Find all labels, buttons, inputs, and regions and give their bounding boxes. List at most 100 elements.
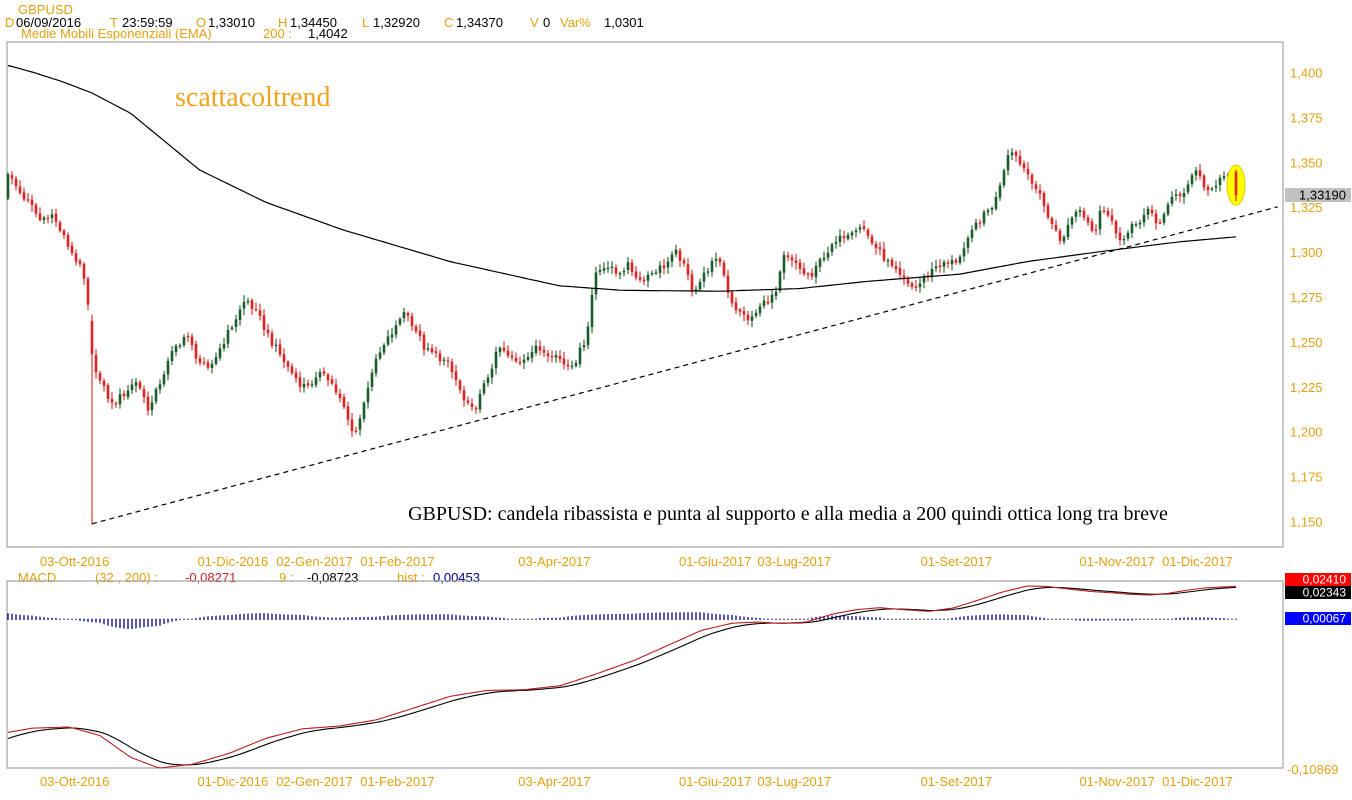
macd-histogram-bar: [1195, 617, 1197, 620]
candle: [1214, 185, 1218, 188]
candle: [970, 229, 974, 239]
candle: [66, 234, 70, 247]
candle: [742, 311, 746, 315]
macd-histogram-bar: [99, 619, 101, 623]
candle: [94, 354, 98, 373]
candle: [266, 329, 270, 334]
macd-zero-dot: [75, 618, 77, 620]
macd-histogram-bar: [539, 617, 541, 620]
candle: [218, 348, 222, 358]
macd-histogram-bar: [1099, 619, 1101, 621]
candle-wick: [1103, 206, 1105, 214]
candle: [594, 272, 598, 295]
candle: [386, 336, 390, 345]
candle: [482, 383, 486, 394]
main-chart-panel[interactable]: [6, 41, 1284, 548]
candle: [6, 174, 10, 199]
macd-histogram-bar: [659, 612, 661, 620]
macd-histogram-bar: [1215, 617, 1217, 620]
candle: [898, 268, 902, 275]
macd-histogram-bar: [471, 615, 473, 620]
macd-histogram-bar: [11, 613, 13, 620]
candle: [846, 234, 850, 240]
candle: [338, 393, 342, 399]
macd-histogram-bar: [647, 612, 649, 620]
macd-histogram-bar: [951, 617, 953, 620]
macd-histogram-bar: [267, 613, 269, 620]
macd-tag-black-bg: [1285, 586, 1351, 599]
macd-histogram-bar: [407, 614, 409, 620]
macd-histogram-bar: [87, 619, 89, 622]
candle: [674, 249, 678, 255]
candle: [854, 230, 858, 233]
candle: [570, 365, 574, 368]
macd-zero-dot: [171, 618, 173, 620]
macd-zero-dot: [111, 618, 113, 620]
macd-histogram-bar: [1019, 615, 1021, 620]
macd-histogram-bar: [203, 616, 205, 620]
candle: [894, 266, 898, 270]
macd-zero-dot: [95, 618, 97, 620]
candle: [442, 359, 446, 361]
macd-zero-dot: [147, 618, 149, 620]
candle: [658, 265, 662, 274]
candle-wick: [863, 220, 865, 232]
macd-zero-dot: [1163, 618, 1165, 620]
macd-histogram-bar: [723, 614, 725, 620]
macd-histogram-bar: [143, 619, 145, 628]
candle: [14, 178, 18, 187]
macd-histogram-bar: [731, 614, 733, 620]
macd-zero-dot: [83, 618, 85, 620]
price-axis-label: 1,175: [1290, 470, 1323, 485]
macd-tag-red: 0,02410: [1303, 573, 1347, 587]
time-axis-label: 01-Dic-2017: [1162, 554, 1233, 569]
macd-histogram-bar: [1123, 619, 1125, 621]
macd-histogram-bar: [1187, 617, 1189, 620]
macd-histogram-bar: [319, 616, 321, 620]
macd-histogram-bar: [379, 616, 381, 620]
macd-histogram-bar: [15, 614, 17, 620]
candle-wick: [855, 227, 857, 238]
ohlc-field-label: O: [196, 15, 206, 30]
macd-histogram-bar: [491, 617, 493, 620]
candle: [70, 245, 74, 254]
macd-histogram-bar: [231, 614, 233, 620]
macd-zero-dot: [1099, 618, 1101, 620]
macd-histogram-bar: [1183, 617, 1185, 620]
candle: [514, 357, 518, 362]
macd-histogram-bar: [1223, 618, 1225, 620]
macd-panel[interactable]: [6, 580, 1284, 769]
ohlc-field-value: 23:59:59: [122, 15, 173, 30]
support-trendline: [91, 206, 1278, 525]
candle: [1234, 171, 1238, 196]
macd-histogram-bar: [1079, 619, 1081, 621]
macd-header-field: 0,00453: [433, 570, 480, 585]
candle: [730, 291, 734, 304]
macd-histogram-bar: [423, 614, 425, 620]
macd-histogram-bar: [667, 612, 669, 620]
ema-200-line-group: [7, 64, 1237, 292]
candle: [90, 320, 94, 355]
candle: [654, 272, 658, 274]
candle: [1150, 209, 1154, 214]
candle: [918, 283, 922, 288]
ohlc-field-label: T: [110, 15, 118, 30]
macd-histogram-bar: [739, 616, 741, 620]
macd-zero-dot: [1107, 618, 1109, 620]
ohlc-field-label: D: [5, 15, 14, 30]
macd-histogram-bar: [627, 613, 629, 620]
macd-zero-dot: [155, 618, 157, 620]
candle: [958, 256, 962, 263]
macd-histogram-bar: [827, 615, 829, 620]
candle: [254, 308, 258, 311]
macd-histogram-bar: [1015, 614, 1017, 620]
candle: [566, 364, 570, 367]
candle: [610, 266, 614, 269]
time-axis-label: 01-Giu-2017: [679, 554, 751, 569]
candle: [1130, 224, 1134, 234]
macd-histogram-bar: [1007, 614, 1009, 620]
candle: [602, 268, 606, 271]
candle: [1218, 177, 1222, 186]
macd-histogram-bar: [651, 612, 653, 620]
candle: [410, 315, 414, 327]
